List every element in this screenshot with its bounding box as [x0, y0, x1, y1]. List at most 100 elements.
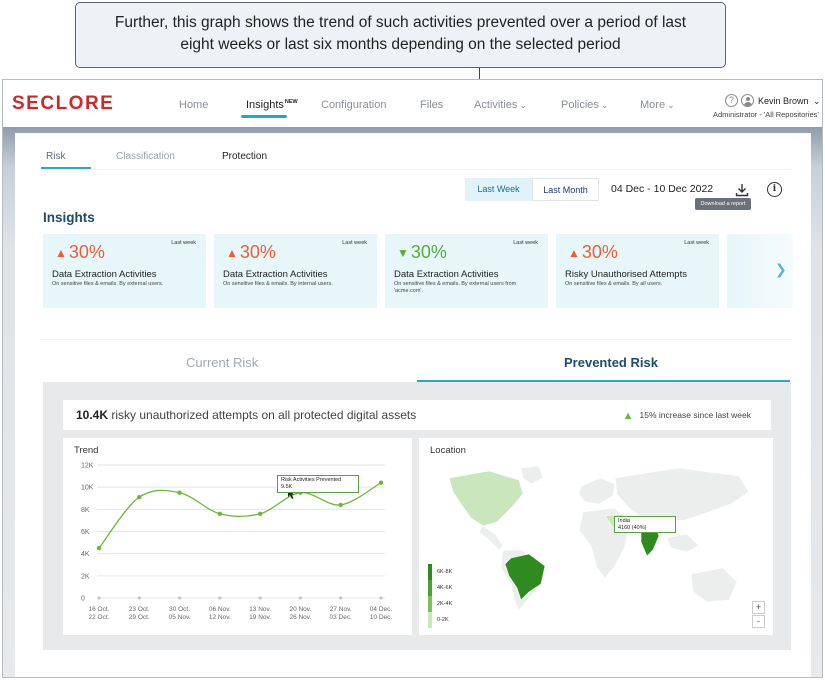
zoom-out-button[interactable]: -	[752, 615, 765, 628]
app-window: SECLORE Home InsightsNEW Configuration F…	[2, 79, 823, 678]
user-name: Kevin Brown	[758, 96, 809, 106]
last-month-button[interactable]: Last Month	[532, 178, 599, 201]
nav-files[interactable]: Files	[420, 99, 444, 111]
main-card: Risk Classification Protection Last Week…	[15, 133, 811, 677]
insight-card[interactable]: ▼ 30% Last week Data Extraction Activitie…	[385, 234, 548, 308]
insight-card[interactable]: ▲ 30% Last week Data Extraction Activitie…	[214, 234, 377, 308]
nav-activities[interactable]: Activities ⌄	[474, 99, 527, 111]
insight-title: Data Extraction Activities	[52, 269, 157, 280]
y-tick-label: 2K	[81, 573, 90, 580]
subtab-risk[interactable]: Risk	[46, 151, 66, 162]
nav-more-label: More	[640, 99, 666, 111]
insight-subtitle: On sensitive files & emails. By external…	[394, 281, 517, 294]
annotation-callout: Further, this graph shows the trend of s…	[75, 2, 726, 68]
legend-swatch	[428, 612, 432, 628]
nav-more[interactable]: More ⌄	[640, 99, 675, 111]
insight-card-partial[interactable]	[727, 234, 793, 308]
last-week-button[interactable]: Last Week	[465, 178, 532, 201]
x-tick-label: 27 Nov.	[330, 606, 352, 613]
nav-activities-label: Activities	[474, 99, 518, 111]
user-role: Administrator - 'All Repositories'	[713, 110, 819, 119]
nav-home[interactable]: Home	[179, 99, 209, 111]
x-tick-mark	[177, 596, 182, 600]
location-title: Location	[430, 445, 466, 456]
map-region-asia	[614, 467, 750, 523]
insight-percent: ▲ 30%	[226, 242, 276, 263]
data-point	[177, 490, 182, 495]
tab-prevented-risk[interactable]: Prevented Risk	[564, 355, 658, 370]
summary-count: 10.4K	[76, 408, 109, 422]
trend-up-icon: ▲	[226, 246, 238, 260]
data-point	[257, 511, 263, 516]
zoom-in-button[interactable]: +	[752, 601, 765, 614]
insight-card[interactable]: ▲ 30% Last week Risky Unauthorised Attemp…	[556, 234, 719, 308]
chevron-down-icon: ⌄	[600, 100, 609, 110]
nav-policies-label: Policies	[561, 99, 599, 111]
x-tick-label: 16 Oct.	[89, 606, 110, 613]
insight-percent: ▲ 30%	[568, 242, 618, 263]
trend-down-icon: ▼	[397, 246, 409, 260]
subtab-classification[interactable]: Classification	[116, 151, 175, 162]
insight-subtitle: On sensitive files & emails. By external…	[52, 281, 164, 287]
summary-description: risky unauthorized attempts on all prote…	[111, 408, 417, 422]
x-tick-label: 22 Oct.	[89, 614, 110, 621]
insight-period: Last week	[684, 240, 709, 246]
y-tick-label: 6K	[81, 529, 90, 536]
x-tick-label: 26 Nov.	[289, 614, 311, 621]
data-point	[378, 480, 384, 485]
insight-period: Last week	[342, 240, 367, 246]
insight-percent: ▼ 30%	[397, 242, 447, 263]
x-tick-label: 12 Nov.	[209, 614, 231, 621]
insight-card[interactable]: ▲ 30% Last week Data Extraction Activitie…	[43, 234, 206, 308]
tab-current-risk[interactable]: Current Risk	[186, 355, 259, 370]
x-tick-label: 30 Oct.	[169, 606, 190, 613]
x-tick-label: 19 Nov.	[249, 614, 271, 621]
chevron-down-icon: ⌄	[667, 100, 675, 110]
x-tick-mark	[218, 596, 222, 600]
user-menu[interactable]: Kevin Brown ⌄	[758, 96, 821, 107]
map-tooltip-value: 4160 (40%)	[618, 525, 647, 531]
nav-policies[interactable]: Policies ⌄	[561, 99, 608, 111]
download-icon[interactable]	[734, 182, 750, 198]
legend-swatch	[428, 596, 432, 612]
map-region-southeast-asia	[666, 533, 700, 553]
x-tick-label: 03 Dec.	[330, 614, 353, 621]
insight-percent-value: 30%	[410, 242, 447, 262]
info-icon[interactable]: i	[767, 182, 782, 197]
insight-percent: ▲ 30%	[55, 242, 105, 263]
seclore-logo[interactable]: SECLORE	[12, 93, 115, 114]
nav-insights[interactable]: InsightsNEW	[246, 99, 298, 111]
x-tick-mark	[298, 596, 303, 600]
chevron-right-icon[interactable]: ❯	[775, 261, 787, 277]
y-tick-label: 4K	[81, 551, 90, 558]
x-tick-label: 13 Nov.	[249, 606, 271, 613]
subtab-active-indicator	[41, 167, 91, 169]
trend-title: Trend	[74, 445, 99, 456]
top-navbar: SECLORE Home InsightsNEW Configuration F…	[3, 80, 822, 127]
summary-text: 10.4K risky unauthorized attempts on all…	[76, 408, 416, 422]
trend-chart-box: Trend 12K 10K 8K 6K 4K 2K 0 16 Oct. 22 Oct. 23 Oc…	[63, 438, 412, 635]
new-badge: NEW	[284, 99, 298, 105]
insights-heading: Insights	[43, 210, 95, 225]
chevron-down-icon: ⌄	[519, 100, 527, 110]
y-tick-label: 8K	[81, 507, 90, 514]
nav-active-indicator	[241, 115, 287, 118]
insight-subtitle: On sensitive files & emails. By all user…	[565, 281, 663, 287]
user-avatar-icon[interactable]	[741, 94, 754, 107]
subtab-divider	[41, 169, 791, 170]
nav-configuration[interactable]: Configuration	[321, 99, 387, 111]
x-tick-mark	[258, 596, 262, 600]
world-map	[448, 465, 750, 611]
help-icon[interactable]: ?	[725, 94, 738, 107]
x-tick-label: 06 Nov.	[209, 606, 231, 613]
insight-percent-value: 30%	[581, 242, 618, 262]
map-region-brazil	[504, 553, 546, 601]
x-tick-label: 20 Nov.	[289, 606, 311, 613]
data-point	[137, 494, 142, 500]
trend-up-icon: ▲	[622, 410, 634, 422]
summary-badge: ▲ 15% increase since last week	[623, 410, 751, 422]
x-tick-mark	[339, 596, 343, 600]
map-region-central-america	[478, 525, 504, 551]
summary-badge-text: 15% increase since last week	[639, 410, 751, 420]
subtab-protection[interactable]: Protection	[222, 151, 268, 162]
